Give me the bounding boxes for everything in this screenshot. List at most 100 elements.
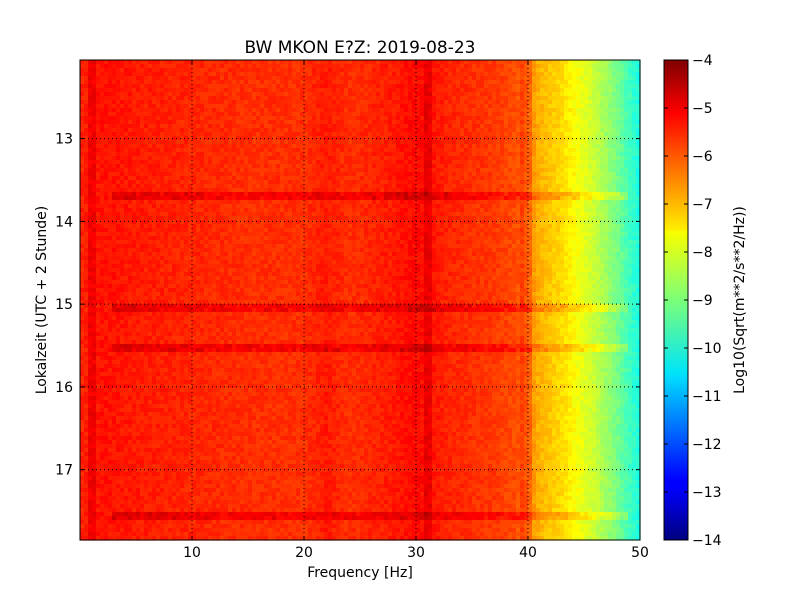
heatmap-cell: [104, 120, 109, 125]
heatmap-cell: [520, 172, 525, 177]
heatmap-cell: [608, 196, 613, 201]
heatmap-cell: [448, 104, 453, 109]
heatmap-cell: [580, 136, 585, 141]
heatmap-cell: [140, 64, 145, 69]
heatmap-cell: [592, 76, 597, 81]
heatmap-cell: [616, 124, 621, 129]
heatmap-cell: [188, 172, 193, 177]
heatmap-cell: [456, 116, 461, 121]
heatmap-cell: [432, 136, 437, 141]
heatmap-cell: [196, 124, 201, 129]
heatmap-cell: [280, 72, 285, 77]
heatmap-cell: [412, 116, 417, 121]
heatmap-cell: [184, 200, 189, 205]
heatmap-cell: [344, 116, 349, 121]
heatmap-cell: [180, 176, 185, 181]
heatmap-cell: [92, 168, 97, 173]
heatmap-cell: [412, 96, 417, 101]
heatmap-cell: [180, 148, 185, 153]
heatmap-cell: [532, 188, 537, 193]
heatmap-cell: [468, 176, 473, 181]
heatmap-cell: [508, 152, 513, 157]
heatmap-cell: [380, 196, 385, 201]
heatmap-cell: [80, 88, 85, 93]
heatmap-cell: [448, 172, 453, 177]
heatmap-cell: [476, 80, 481, 85]
heatmap-cell: [84, 128, 89, 133]
heatmap-cell: [248, 148, 253, 153]
heatmap-cell: [628, 88, 633, 93]
heatmap-cell: [608, 188, 613, 193]
heatmap-cell: [252, 124, 257, 129]
heatmap-cell: [616, 168, 621, 173]
heatmap-cell: [472, 140, 477, 145]
heatmap-cell: [344, 156, 349, 161]
heatmap-cell: [540, 88, 545, 93]
heatmap-cell: [140, 60, 145, 65]
heatmap-cell: [228, 60, 233, 65]
heatmap-cell: [112, 92, 117, 97]
heatmap-cell: [276, 120, 281, 125]
heatmap-cell: [456, 108, 461, 113]
heatmap-cell: [284, 84, 289, 89]
heatmap-cell: [244, 172, 249, 177]
heatmap-cell: [372, 68, 377, 73]
heatmap-cell: [568, 136, 573, 141]
heatmap-cell: [456, 60, 461, 65]
heatmap-cell: [112, 116, 117, 121]
heatmap-cell: [628, 120, 633, 125]
heatmap-cell: [540, 192, 545, 197]
heatmap-cell: [104, 100, 109, 105]
heatmap-cell: [544, 188, 549, 193]
heatmap-cell: [528, 156, 533, 161]
heatmap-cell: [108, 148, 113, 153]
heatmap-cell: [444, 192, 449, 197]
heatmap-cell: [464, 72, 469, 77]
heatmap-cell: [228, 72, 233, 77]
heatmap-cell: [468, 164, 473, 169]
heatmap-cell: [424, 92, 429, 97]
heatmap-cell: [624, 148, 629, 153]
heatmap-cell: [452, 136, 457, 141]
heatmap-cell: [416, 188, 421, 193]
heatmap-cell: [468, 192, 473, 197]
heatmap-cell: [200, 124, 205, 129]
heatmap-cell: [448, 168, 453, 173]
heatmap-cell: [540, 196, 545, 201]
heatmap-cell: [280, 108, 285, 113]
heatmap-cell: [412, 168, 417, 173]
heatmap-cell: [444, 104, 449, 109]
heatmap-cell: [340, 96, 345, 101]
heatmap-cell: [552, 92, 557, 97]
heatmap-cell: [364, 104, 369, 109]
heatmap-cell: [376, 144, 381, 149]
heatmap-cell: [332, 152, 337, 157]
heatmap-cell: [448, 180, 453, 185]
heatmap-cell: [304, 96, 309, 101]
heatmap-cell: [472, 184, 477, 189]
plot-area: [80, 60, 641, 541]
heatmap-cell: [344, 80, 349, 85]
heatmap-cell: [204, 176, 209, 181]
heatmap-cell: [500, 184, 505, 189]
heatmap-cell: [392, 188, 397, 193]
heatmap-cell: [524, 76, 529, 81]
heatmap-cell: [292, 84, 297, 89]
heatmap-cell: [208, 80, 213, 85]
heatmap-cell: [128, 156, 133, 161]
heatmap-cell: [264, 168, 269, 173]
heatmap-cell: [408, 100, 413, 105]
heatmap-cell: [540, 80, 545, 85]
heatmap-cell: [348, 120, 353, 125]
heatmap-cell: [232, 120, 237, 125]
heatmap-cell: [392, 76, 397, 81]
heatmap-cell: [616, 72, 621, 77]
heatmap-cell: [468, 128, 473, 133]
heatmap-cell: [512, 96, 517, 101]
heatmap-cell: [576, 168, 581, 173]
heatmap-cell: [592, 120, 597, 125]
heatmap-cell: [316, 176, 321, 181]
heatmap-cell: [160, 104, 165, 109]
heatmap-cell: [184, 64, 189, 69]
heatmap-cell: [324, 180, 329, 185]
